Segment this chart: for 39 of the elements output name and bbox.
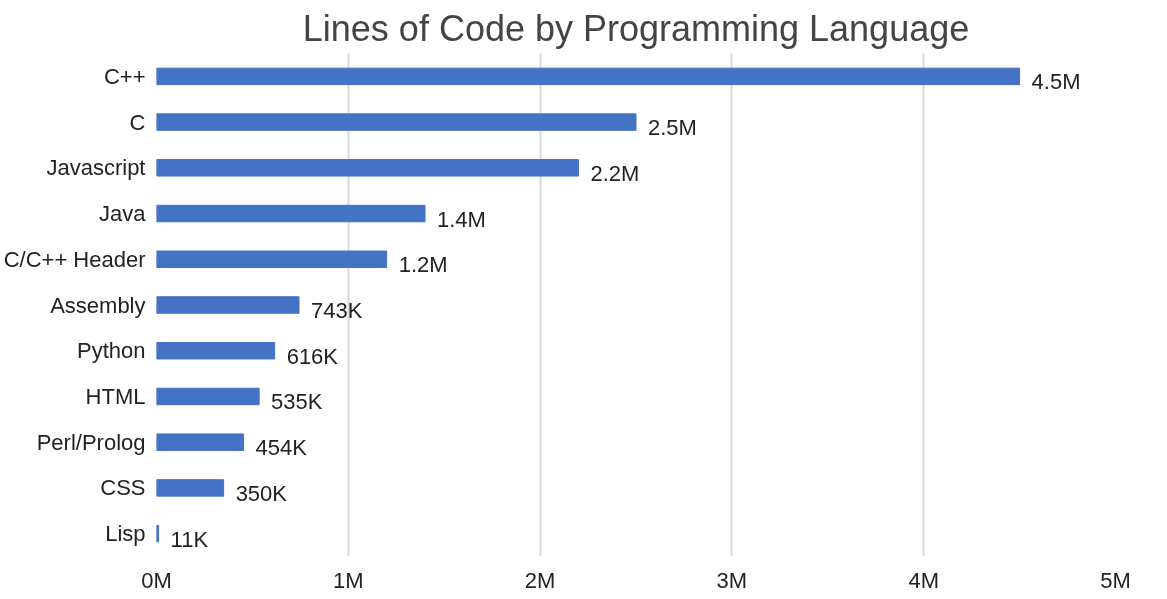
data-label: 1.4M <box>437 206 486 232</box>
bar <box>156 387 260 406</box>
bar <box>156 479 225 497</box>
y-tick-label: Javascript <box>46 155 146 181</box>
data-label: 2.5M <box>648 115 697 141</box>
x-tick-label: 2M <box>524 567 556 593</box>
data-label: 1.2M <box>398 252 448 278</box>
y-tick-label: CSS <box>100 475 146 501</box>
x-tick-label: 5M <box>1100 567 1131 593</box>
bar <box>156 159 579 177</box>
bar <box>156 296 300 314</box>
x-tick-label: 3M <box>716 567 748 593</box>
y-tick-label: HTML <box>85 383 146 409</box>
x-tick-label: 1M <box>333 567 364 593</box>
bar <box>156 113 637 131</box>
x-tick-label: 0M <box>141 567 172 593</box>
bar <box>156 433 245 451</box>
x-tick-label: 4M <box>908 567 939 593</box>
data-label: 350K <box>235 480 288 506</box>
y-tick-label: Assembly <box>50 292 146 318</box>
data-label: 454K <box>255 435 308 461</box>
y-tick-label: Lisp <box>105 521 146 547</box>
data-label: 743K <box>311 297 363 323</box>
data-label: 616K <box>286 343 339 369</box>
bar <box>156 204 426 223</box>
data-label: 2.2M <box>590 160 640 186</box>
data-label: 11K <box>170 526 209 552</box>
y-tick-label: Python <box>77 338 146 364</box>
bar <box>156 67 1021 86</box>
bar <box>156 250 388 268</box>
chart-title: Lines of Code by Programming Language <box>302 7 970 49</box>
y-tick-label: C/C++ Header <box>3 246 146 272</box>
data-label: 4.5M <box>1031 69 1081 95</box>
data-label: 535K <box>271 389 323 415</box>
y-tick-label: Perl/Prolog <box>36 429 146 455</box>
y-tick-label: C <box>129 109 146 135</box>
y-tick-label: C++ <box>103 63 146 89</box>
y-tick-label: Java <box>99 201 147 227</box>
bar <box>156 342 276 360</box>
